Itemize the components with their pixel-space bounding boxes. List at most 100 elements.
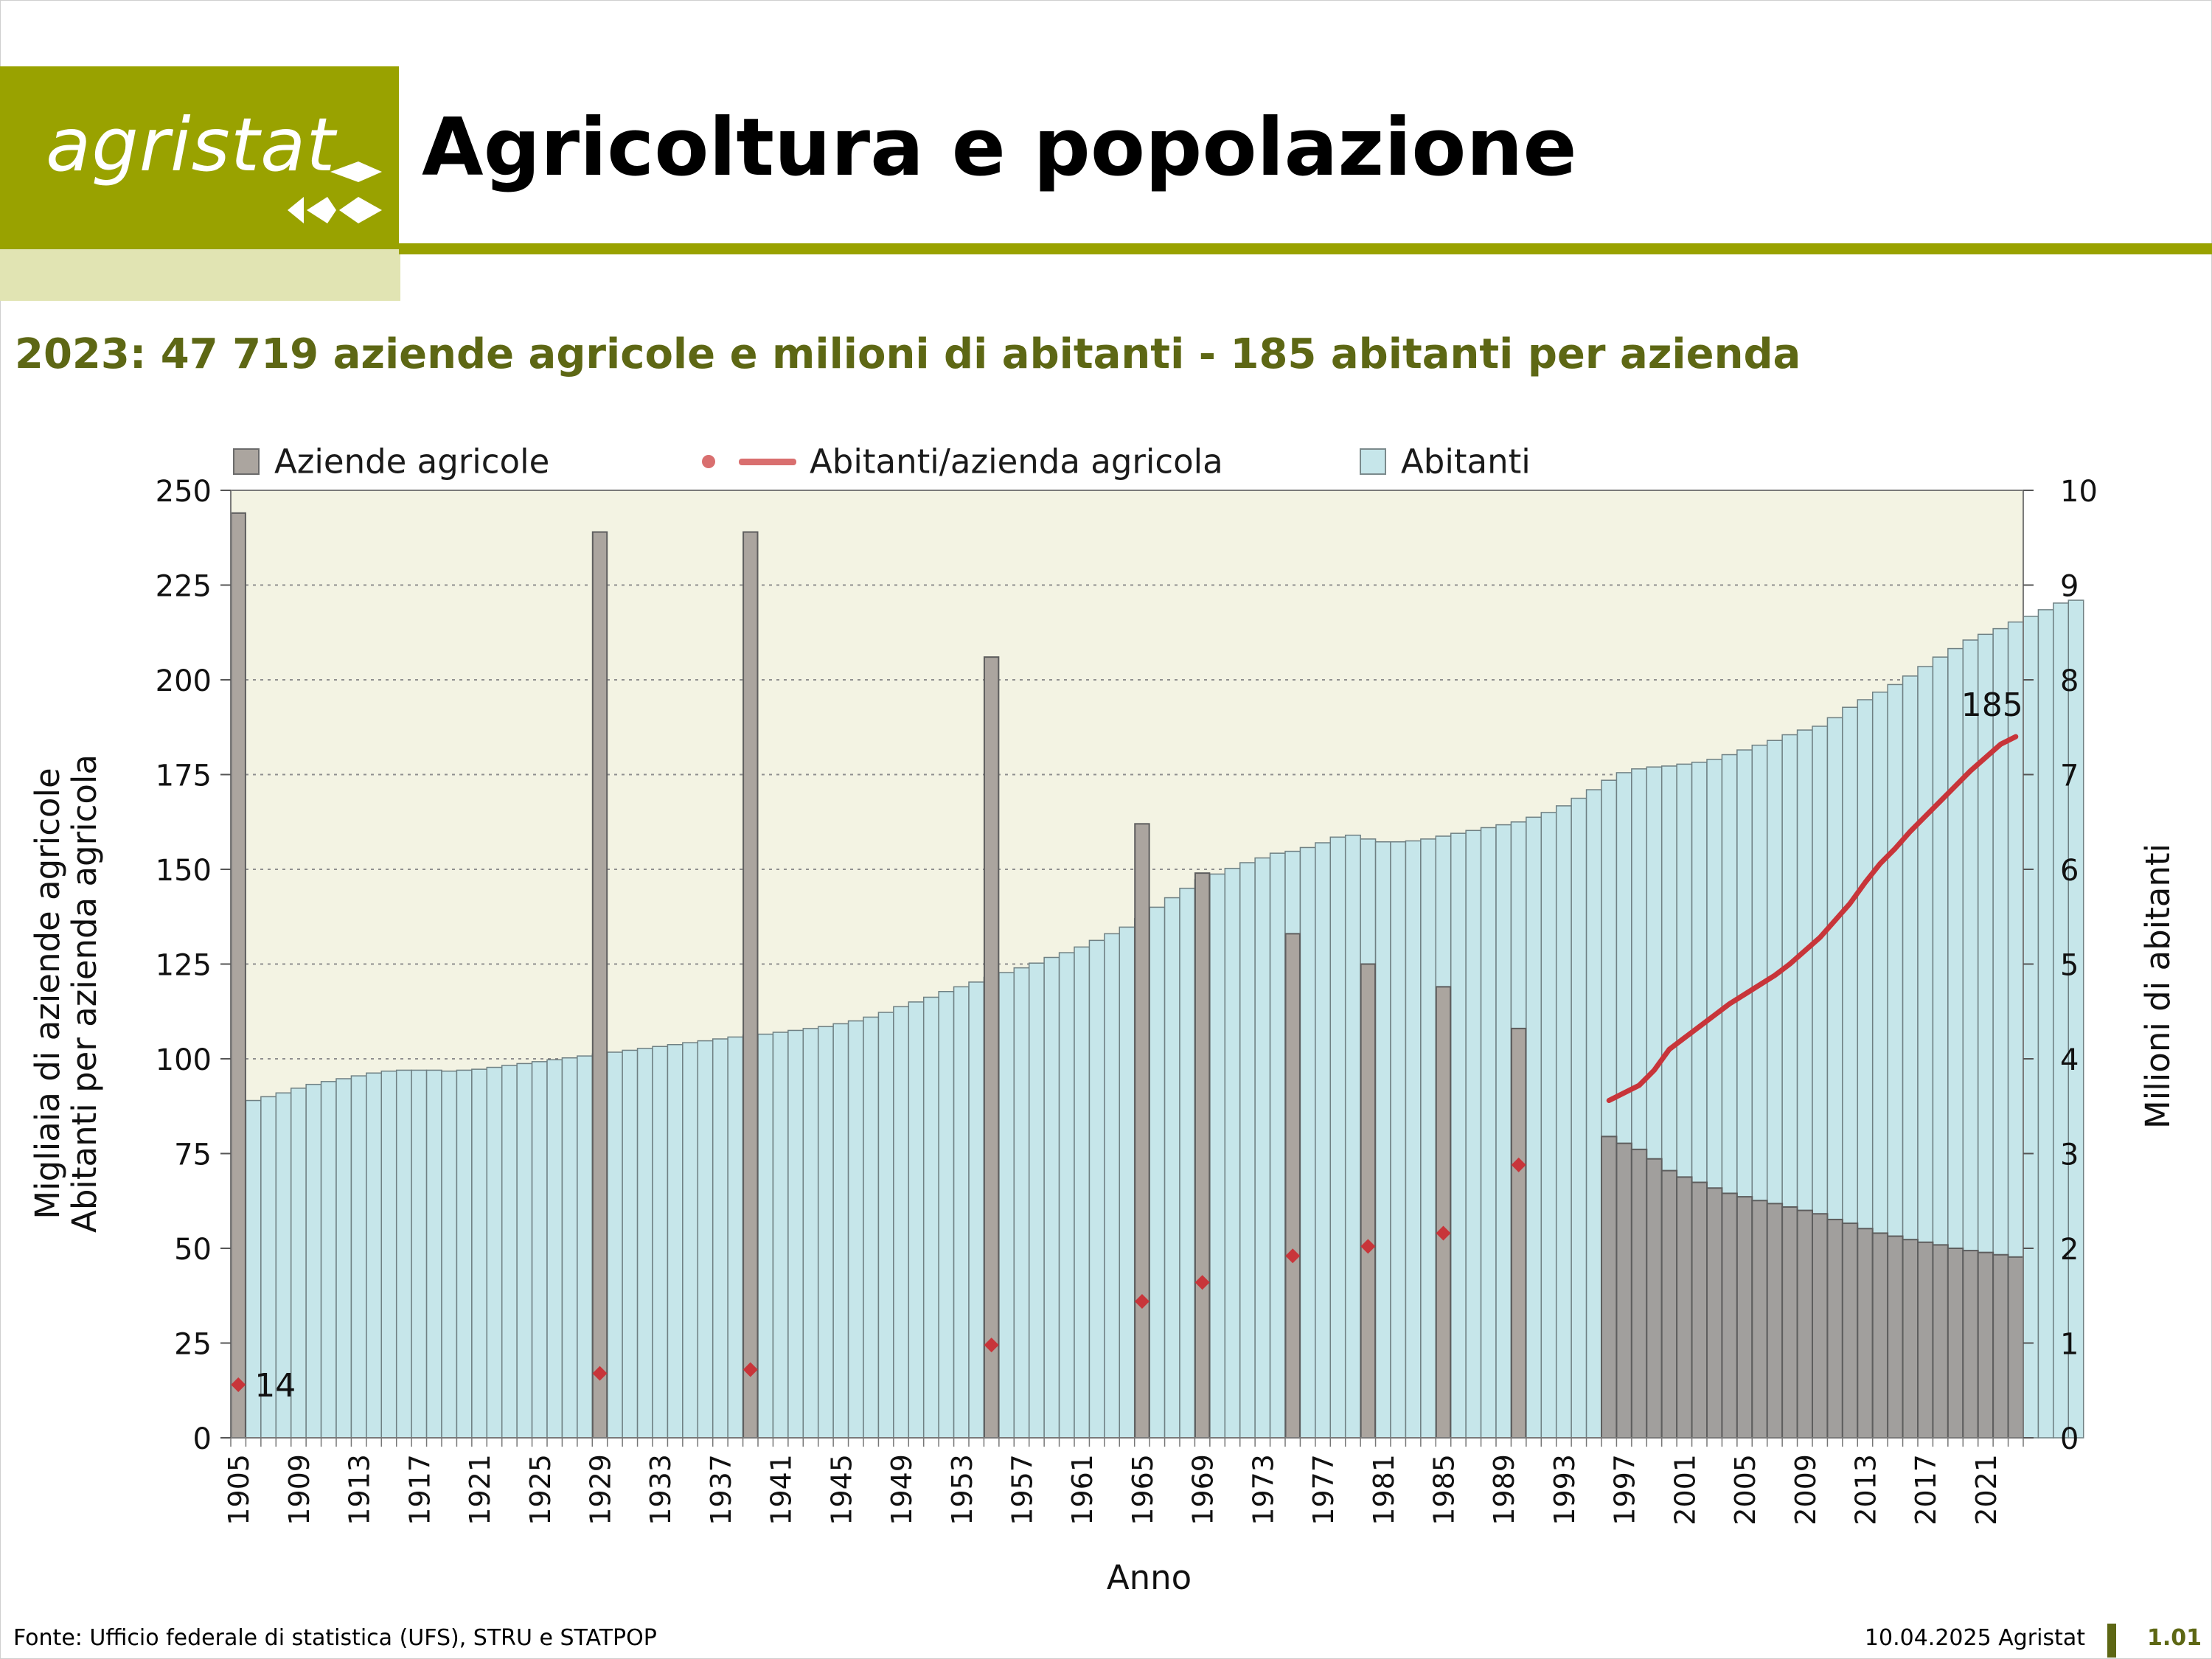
population-bar xyxy=(305,1083,322,1439)
farms-bar xyxy=(1766,1203,1784,1439)
farms-bar xyxy=(1691,1181,1708,1439)
population-bar xyxy=(1585,789,1602,1439)
legend-item-ratio: Abitanti/azienda agricola xyxy=(702,439,1223,481)
x-tick-label: 1913 xyxy=(344,1454,376,1526)
population-bar xyxy=(1555,805,1572,1439)
farms-bar xyxy=(1796,1209,1814,1439)
y-left-tick-label: 100 xyxy=(156,1043,212,1077)
farms-bar xyxy=(1630,1148,1648,1439)
farms-bar xyxy=(1134,823,1150,1439)
population-bar xyxy=(787,1029,804,1439)
logo-underlay xyxy=(0,249,400,301)
population-bar xyxy=(727,1036,744,1439)
population-bar xyxy=(1239,862,1256,1439)
population-bar xyxy=(1119,926,1135,1439)
farms-bar xyxy=(1706,1187,1723,1439)
population-bar xyxy=(1526,816,1543,1439)
farms-bar xyxy=(1736,1196,1753,1439)
y-right-tick-label: 10 xyxy=(2060,475,2098,509)
farms-bar xyxy=(1781,1206,1798,1439)
population-bar xyxy=(1465,830,1482,1439)
population-bar xyxy=(968,981,985,1439)
population-bar xyxy=(757,1033,774,1439)
farms-bar xyxy=(1947,1248,1964,1439)
population-bar xyxy=(1179,887,1196,1439)
farms-bar xyxy=(1962,1250,1979,1439)
population-bar xyxy=(546,1059,563,1439)
population-bar xyxy=(682,1042,699,1439)
farms-bar xyxy=(1194,872,1211,1439)
y-right-tick-label: 0 xyxy=(2060,1422,2079,1456)
population-bar xyxy=(366,1072,383,1439)
population-bar xyxy=(2037,609,2054,1439)
population-bar xyxy=(456,1069,473,1439)
population-bar xyxy=(1028,962,1045,1439)
y-left-tick-label: 0 xyxy=(193,1422,212,1456)
population-bar xyxy=(2067,599,2084,1439)
farms-bar xyxy=(1721,1192,1738,1439)
population-bar xyxy=(832,1023,849,1439)
legend-swatch-ratio-line xyxy=(739,458,796,465)
population-bar xyxy=(1013,967,1030,1439)
farms-bar xyxy=(1932,1244,1949,1439)
y-left-tick-label: 225 xyxy=(156,570,212,604)
data-label: 14 xyxy=(254,1367,296,1405)
population-bar xyxy=(863,1016,880,1439)
ratio-point xyxy=(1436,1225,1451,1241)
x-tick-label: 1949 xyxy=(886,1454,918,1526)
header-rule xyxy=(399,243,2212,254)
ratio-point xyxy=(1360,1239,1376,1254)
y-left-tick-label: 50 xyxy=(174,1233,212,1267)
logo-arrows-icon xyxy=(288,161,382,223)
legend-label-ratio: Abitanti/azienda agricola xyxy=(810,442,1223,481)
population-bar xyxy=(922,996,939,1439)
y-left-axis-title: Abitanti per azienda agricola xyxy=(65,754,104,1233)
footer-source: Fonte: Ufficio federale di statistica (U… xyxy=(13,1625,657,1651)
y-right-tick-label: 3 xyxy=(2060,1138,2079,1172)
farms-bar xyxy=(591,531,608,1439)
farms-bar xyxy=(1992,1253,2009,1439)
x-tick-label: 1933 xyxy=(644,1454,677,1526)
y-right-tick-label: 8 xyxy=(2060,664,2079,698)
y-left-tick-label: 25 xyxy=(174,1328,212,1362)
population-bar xyxy=(636,1048,653,1439)
population-bar xyxy=(471,1068,488,1439)
x-tick-label: 1985 xyxy=(1428,1454,1461,1526)
farms-bar xyxy=(1857,1228,1874,1439)
x-tick-label: 1973 xyxy=(1247,1454,1279,1526)
population-bar xyxy=(712,1038,728,1439)
y-left-tick-label: 125 xyxy=(156,949,212,983)
population-bar xyxy=(1043,956,1060,1439)
population-bar xyxy=(606,1051,623,1439)
population-bar xyxy=(1254,857,1271,1439)
farms-bar xyxy=(1660,1169,1678,1439)
population-bar xyxy=(877,1012,894,1439)
y-right-tick-label: 7 xyxy=(2060,759,2079,793)
population-bar xyxy=(1104,933,1121,1439)
population-bar xyxy=(1074,946,1091,1439)
population-bar xyxy=(1088,939,1105,1439)
x-tick-label: 1981 xyxy=(1368,1454,1400,1526)
farms-bar xyxy=(1646,1158,1663,1439)
chart-subtitle: 2023: 47 719 aziende agricole e milioni … xyxy=(15,330,1801,378)
legend-swatch-farms xyxy=(233,448,260,475)
population-bar xyxy=(1405,840,1422,1439)
ratio-point xyxy=(742,1362,758,1377)
y-left-tick-label: 150 xyxy=(156,854,212,888)
population-bar xyxy=(320,1081,337,1439)
population-bar xyxy=(1149,906,1166,1439)
population-bar xyxy=(2023,616,2039,1439)
population-bar xyxy=(561,1057,578,1439)
farms-bar xyxy=(1676,1176,1693,1439)
y-left-tick-label: 175 xyxy=(156,759,212,793)
farms-bar xyxy=(1284,933,1301,1439)
legend-label-population: Abitanti xyxy=(1401,442,1531,481)
x-tick-label: 1929 xyxy=(585,1454,617,1526)
population-bar xyxy=(998,972,1015,1439)
farms-bar xyxy=(1902,1239,1919,1439)
population-bar xyxy=(847,1020,864,1439)
x-tick-label: 1961 xyxy=(1066,1454,1099,1526)
x-tick-label: 1953 xyxy=(946,1454,978,1526)
ratio-point xyxy=(592,1366,608,1381)
population-bar xyxy=(1329,836,1346,1439)
